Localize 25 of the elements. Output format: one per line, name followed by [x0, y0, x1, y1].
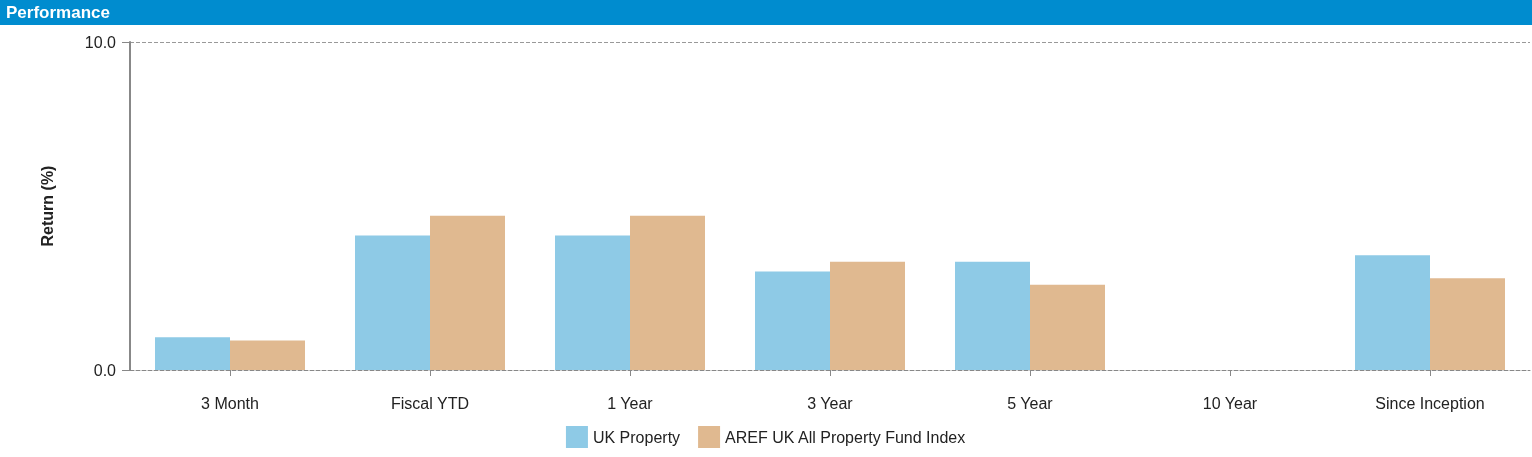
legend-label: AREF UK All Property Fund Index — [725, 428, 966, 446]
legend-label: UK Property — [592, 428, 681, 446]
bar — [830, 261, 905, 370]
bar — [630, 215, 705, 370]
x-tick-label: Fiscal YTD — [391, 394, 469, 412]
x-tick-label: 10 Year — [1202, 394, 1258, 412]
bar — [355, 235, 430, 370]
x-tick-label: 3 Month — [201, 394, 259, 412]
bar — [755, 271, 830, 370]
x-tick-label: 3 Year — [807, 394, 854, 412]
bar — [430, 215, 505, 370]
y-axis-title: Return (%) — [38, 165, 56, 247]
bar — [1355, 255, 1430, 370]
bar — [955, 261, 1030, 370]
bar — [555, 235, 630, 370]
chart-title: Performance — [0, 0, 1532, 25]
bar — [230, 340, 305, 370]
y-tick-label: 0.0 — [93, 361, 117, 379]
x-tick-label: 5 Year — [1007, 394, 1054, 412]
x-tick-label: Since Inception — [1375, 394, 1485, 412]
bar — [1430, 278, 1505, 370]
bar — [155, 337, 230, 370]
y-tick-label: 10.0 — [84, 33, 117, 51]
x-tick-label: 1 Year — [607, 394, 654, 412]
bar — [1030, 284, 1105, 370]
